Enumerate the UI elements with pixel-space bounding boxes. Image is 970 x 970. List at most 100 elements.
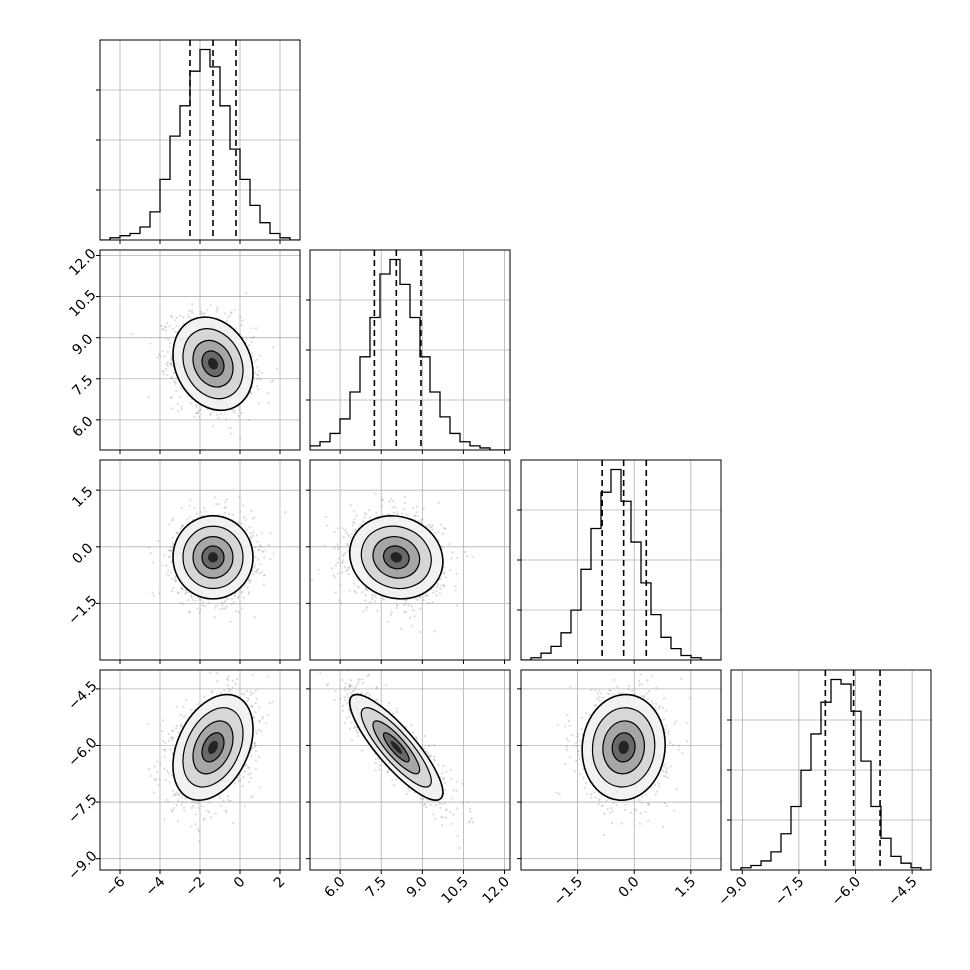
histogram-panel-2 xyxy=(517,460,721,664)
scatter-point xyxy=(173,807,175,809)
scatter-point xyxy=(234,411,236,413)
scatter-point xyxy=(241,607,243,609)
scatter-point xyxy=(255,689,257,691)
scatter-point xyxy=(352,524,354,526)
scatter-point xyxy=(181,507,183,509)
scatter-point xyxy=(250,580,252,582)
scatter-point xyxy=(201,604,203,606)
scatter-point xyxy=(264,574,266,576)
scatter-point xyxy=(239,666,241,668)
scatter-point xyxy=(177,403,179,405)
scatter-point xyxy=(171,774,173,776)
histogram-panel-0 xyxy=(96,40,300,244)
scatter-point xyxy=(199,609,201,611)
scatter-point xyxy=(259,786,261,788)
scatter-point xyxy=(193,416,195,418)
scatter-point xyxy=(333,531,335,533)
scatter-point xyxy=(153,792,155,794)
scatter-point xyxy=(215,503,217,505)
scatter-point xyxy=(388,513,390,515)
scatter-point xyxy=(411,624,413,626)
scatter-point xyxy=(404,496,406,498)
scatter-point xyxy=(238,496,240,498)
scatter-point xyxy=(159,778,161,780)
scatter-point xyxy=(443,527,445,529)
scatter-point xyxy=(187,315,189,317)
scatter-point xyxy=(371,598,373,600)
scatter-point xyxy=(257,541,259,543)
scatter-point xyxy=(369,516,371,518)
scatter-point xyxy=(353,510,355,512)
scatter-point xyxy=(198,597,200,599)
scatter-point xyxy=(437,531,439,533)
scatter-point xyxy=(249,532,251,534)
scatter-point xyxy=(243,516,245,518)
scatter-point xyxy=(324,545,326,547)
scatter-point xyxy=(247,587,249,589)
scatter-point xyxy=(408,604,410,606)
scatter-point xyxy=(443,584,445,586)
scatter-point xyxy=(348,535,350,537)
scatter-point xyxy=(341,561,343,563)
scatter-point xyxy=(444,572,446,574)
scatter-point xyxy=(336,562,338,564)
scatter-point xyxy=(177,820,179,822)
scatter-point xyxy=(248,419,250,421)
scatter-point xyxy=(353,522,355,524)
scatter-point xyxy=(171,407,173,409)
scatter-point xyxy=(174,319,176,321)
scatter-point xyxy=(264,549,266,551)
scatter-point xyxy=(250,755,252,757)
scatter-point xyxy=(179,314,181,316)
scatter-point xyxy=(179,396,181,398)
density-contour-4 xyxy=(208,552,218,562)
scatter-point xyxy=(185,801,187,803)
scatter-point xyxy=(257,549,259,551)
scatter-point xyxy=(228,513,230,515)
scatter-point xyxy=(216,309,218,311)
y-tick-label: 10.5 xyxy=(66,287,99,320)
scatter-point xyxy=(230,427,232,429)
scatter-point xyxy=(165,326,167,328)
scatter-point xyxy=(245,338,247,340)
scatter-point xyxy=(209,802,211,804)
scatter-point xyxy=(158,353,160,355)
scatter-point xyxy=(257,373,259,375)
joint-panel-1-0: 6.07.59.010.512.0 xyxy=(66,246,300,454)
scatter-point xyxy=(253,516,255,518)
scatter-point xyxy=(390,498,392,500)
scatter-point xyxy=(196,406,198,408)
scatter-point xyxy=(200,599,202,601)
scatter-point xyxy=(228,690,230,692)
scatter-point xyxy=(254,565,256,567)
scatter-point xyxy=(331,567,333,569)
scatter-point xyxy=(270,381,272,383)
scatter-point xyxy=(249,773,251,775)
y-tick-label: −1.5 xyxy=(65,593,100,628)
scatter-point xyxy=(391,506,393,508)
scatter-point xyxy=(263,557,265,559)
scatter-point xyxy=(195,813,197,815)
scatter-point xyxy=(245,519,247,521)
scatter-point xyxy=(250,777,252,779)
scatter-point xyxy=(256,571,258,573)
scatter-point xyxy=(196,412,198,414)
scatter-point xyxy=(383,599,385,601)
scatter-point xyxy=(233,601,235,603)
scatter-point xyxy=(396,511,398,513)
scatter-point xyxy=(263,584,265,586)
scatter-point xyxy=(258,729,260,731)
scatter-point xyxy=(248,781,250,783)
scatter-point xyxy=(252,535,254,537)
scatter-point xyxy=(165,363,167,365)
scatter-point xyxy=(191,309,193,311)
scatter-point xyxy=(198,416,200,418)
scatter-point xyxy=(176,317,178,319)
scatter-point xyxy=(230,432,232,434)
scatter-point xyxy=(223,601,225,603)
scatter-point xyxy=(261,532,263,534)
scatter-point xyxy=(189,516,191,518)
scatter-point xyxy=(165,799,167,801)
scatter-point xyxy=(168,740,170,742)
scatter-point xyxy=(171,365,173,367)
